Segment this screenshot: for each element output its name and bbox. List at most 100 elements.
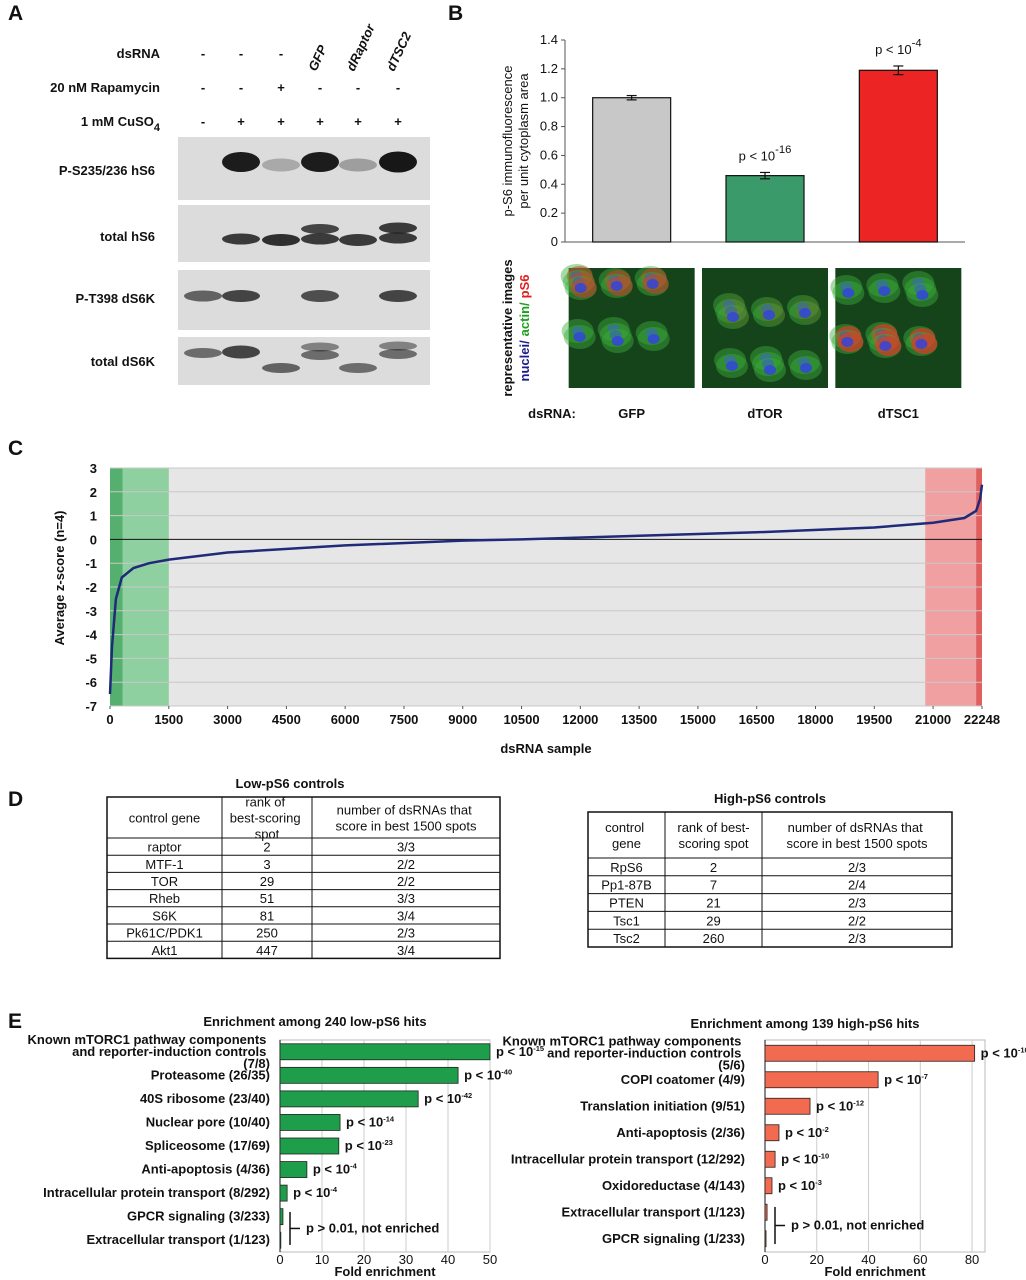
row-label-text: dsRNA [117, 46, 161, 61]
dsrna-label: GFP [305, 42, 330, 73]
y-tick-label: 0.6 [540, 147, 558, 162]
blot-band [339, 158, 377, 172]
table-cell: 3/3 [397, 891, 415, 906]
table-cell: 21 [706, 896, 720, 911]
table-cell: 260 [703, 931, 725, 946]
row-label-text: 20 nM Rapamycin [50, 80, 160, 95]
p-text: p < 10 [464, 1067, 501, 1082]
stain-name: actin/ [517, 302, 532, 336]
p-text: p < 10 [424, 1091, 461, 1106]
chart-title: Enrichment among 240 low-pS6 hits [203, 1014, 426, 1029]
bar [279, 1137, 340, 1155]
p-text: p < 10 [313, 1162, 350, 1177]
blot-band [301, 224, 339, 234]
p-value-label: p < 10-15 [496, 1044, 544, 1059]
p-value-label: p < 10-4 [313, 1162, 358, 1177]
table-cell: S6K [152, 908, 177, 923]
x-tick-label: 16500 [739, 712, 775, 727]
table-cell: 2/2 [397, 874, 415, 889]
y-tick-label: 2 [90, 485, 97, 500]
category-label: Known mTORC1 pathway components and repo… [503, 1033, 745, 1072]
bar [764, 1230, 767, 1248]
p-value-label: p < 10-40 [464, 1067, 512, 1082]
cell-nucleus [574, 283, 587, 293]
panel-label: A [8, 2, 23, 25]
category-label: Known mTORC1 pathway components and repo… [28, 1032, 270, 1071]
blot-band [222, 233, 260, 245]
category-label: Intracellular protein transport (12/292) [511, 1151, 745, 1166]
blot-label: P-T398 dS6K [76, 291, 156, 306]
text-line: score in best 1500 spots [336, 819, 477, 834]
bar [279, 1161, 308, 1178]
not-enriched-label: p > 0.01, not enriched [306, 1220, 439, 1235]
cell-nucleus [799, 308, 811, 318]
y-axis-label: per unit cytoplasm area [516, 73, 531, 209]
table-cell: raptor [148, 840, 183, 855]
table-cell: 51 [260, 891, 274, 906]
p-exponent: -23 [382, 1138, 393, 1147]
y-tick-label: -7 [85, 699, 97, 714]
panel-label: B [448, 2, 463, 25]
blot-band [339, 363, 377, 373]
treatment-mark: - [239, 80, 243, 95]
text-line: Known mTORC1 pathway components [503, 1033, 745, 1048]
cell-nucleus [878, 286, 891, 296]
blot-band [301, 233, 339, 245]
text-line: (7/8) [243, 1056, 270, 1071]
panel-label: C [8, 437, 23, 460]
table-header: rank of best-scoring spot [230, 795, 304, 842]
treatment-mark: - [201, 114, 205, 129]
bar [279, 1066, 459, 1084]
x-tick-label: 80 [965, 1252, 979, 1267]
table-cell: 3/4 [397, 943, 415, 958]
table-cell: Rheb [149, 891, 180, 906]
text-line: score in best 1500 spots [787, 836, 928, 851]
y-tick-label: -4 [85, 628, 97, 643]
x-tick-label: 7500 [389, 712, 418, 727]
p-text: p < 10 [346, 1114, 383, 1129]
text-line: (5/6) [718, 1057, 745, 1072]
treatment-mark: - [318, 80, 322, 95]
y-tick-label: -2 [85, 580, 97, 595]
table-cell: 2/2 [397, 857, 415, 872]
y-axis-label: p-S6 immunofluorescence [500, 65, 515, 216]
y-tick-label: 0.4 [540, 176, 558, 191]
cell-nucleus [573, 332, 586, 342]
treatment-mark: + [277, 80, 285, 95]
cell-nucleus [800, 363, 812, 373]
bar [279, 1090, 419, 1108]
cell-nucleus [727, 312, 739, 322]
p-text: p < 10 [739, 148, 776, 163]
x-tick-label: 4500 [272, 712, 301, 727]
x-tick-label: 3000 [213, 712, 242, 727]
x-tick-label: 21000 [915, 712, 951, 727]
blot-band [339, 234, 377, 246]
cell-nucleus [842, 288, 855, 298]
table-cell: MTF-1 [145, 857, 183, 872]
blot-image [178, 337, 430, 385]
table-header: number of dsRNAs that score in best 1500… [336, 803, 477, 834]
text-line: and reporter-induction controls [547, 1045, 745, 1060]
p-text: p < 10 [496, 1044, 533, 1059]
table-cell: TOR [151, 874, 178, 889]
y-tick-label: 3 [90, 461, 97, 476]
p-exponent: -10 [818, 1151, 829, 1160]
p-exponent: -15 [533, 1044, 544, 1053]
category-label: Translation initiation (9/51) [580, 1098, 745, 1113]
text-line: best-scoring [230, 811, 304, 826]
blot-band [301, 152, 339, 172]
bar [279, 1184, 288, 1202]
y-tick-label: 1.4 [540, 32, 558, 47]
p-text: p < 10 [785, 1125, 822, 1140]
table-header: number of dsRNAs that score in best 1500… [787, 820, 928, 851]
treatment-mark: - [201, 80, 205, 95]
table-cell: 3/3 [397, 840, 415, 855]
blot-band [379, 341, 417, 351]
bar [279, 1208, 284, 1226]
row-label-text: 1 mM CuSO [81, 114, 154, 129]
p-exponent: -42 [461, 1091, 472, 1100]
table-cell: 81 [260, 908, 274, 923]
p-value-label: p < 10-10 [981, 1045, 1026, 1060]
cell-nucleus [726, 361, 738, 371]
bar [764, 1203, 768, 1221]
